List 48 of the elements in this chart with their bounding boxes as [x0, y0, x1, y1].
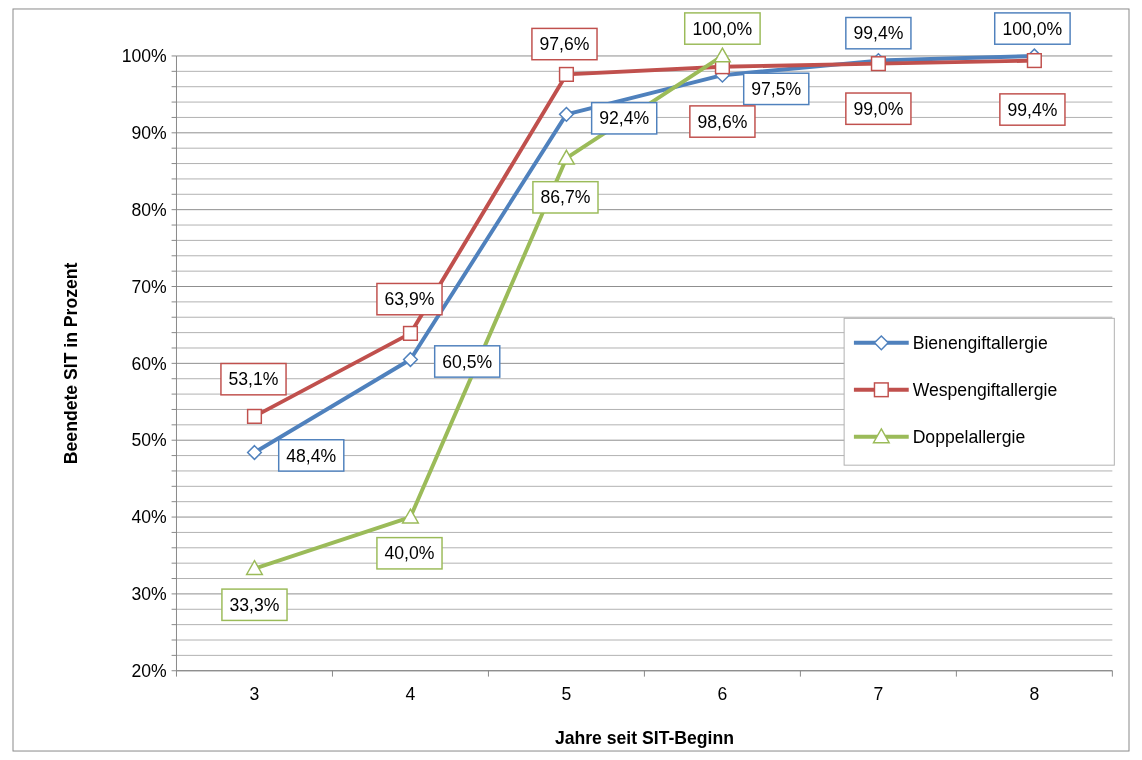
x-tick-label: 6 — [717, 684, 728, 705]
y-tick-label: 30% — [131, 584, 168, 605]
y-tick-label: 90% — [131, 122, 168, 143]
data-label: 100,0% — [1002, 18, 1063, 39]
data-label: 99,4% — [853, 23, 904, 44]
legend-label: Doppelallergie — [912, 426, 1026, 447]
point — [557, 149, 575, 165]
y-tick-label: 80% — [131, 199, 168, 220]
data-label: 40,0% — [384, 543, 435, 564]
point — [402, 325, 419, 341]
data-label: 99,0% — [853, 98, 904, 119]
point — [558, 66, 575, 82]
y-tick-label: 40% — [131, 507, 168, 528]
legend-label: Wespengiftallergie — [912, 379, 1058, 400]
data-label: 33,3% — [229, 594, 280, 615]
data-label: 99,4% — [1007, 99, 1058, 120]
point — [402, 351, 419, 368]
data-label: 92,4% — [599, 108, 650, 129]
data-label: 63,9% — [384, 289, 435, 310]
point — [870, 56, 886, 72]
data-label: 48,4% — [286, 445, 337, 466]
x-tick-label: 5 — [561, 684, 572, 705]
point — [713, 47, 731, 63]
point — [246, 444, 263, 461]
legend-label: Bienengiftallergie — [912, 332, 1048, 353]
point — [1026, 52, 1042, 69]
y-tick-label: 70% — [131, 276, 168, 297]
point — [401, 508, 420, 524]
y-tick-label: 20% — [131, 660, 168, 681]
x-tick-label: 3 — [249, 684, 260, 705]
x-tick-label: 4 — [405, 684, 416, 705]
y-tick-label: 50% — [131, 430, 168, 451]
point — [246, 408, 263, 424]
data-label: 100,0% — [692, 18, 753, 39]
data-label: 86,7% — [540, 187, 591, 208]
data-label: 97,5% — [751, 79, 802, 100]
y-axis-title: Beendete SIT in Prozent — [60, 262, 81, 465]
point — [245, 559, 264, 576]
x-axis-title: Jahre seit SIT-Beginn — [554, 728, 734, 749]
data-label: 53,1% — [228, 369, 279, 390]
data-label: 97,6% — [539, 34, 590, 55]
y-tick-label: 100% — [121, 46, 168, 67]
x-tick-label: 8 — [1029, 684, 1040, 705]
point — [558, 106, 575, 122]
y-tick-label: 60% — [131, 353, 168, 374]
x-tick-label: 7 — [873, 684, 884, 705]
data-label: 60,5% — [442, 351, 493, 372]
data-label: 98,6% — [697, 111, 748, 132]
